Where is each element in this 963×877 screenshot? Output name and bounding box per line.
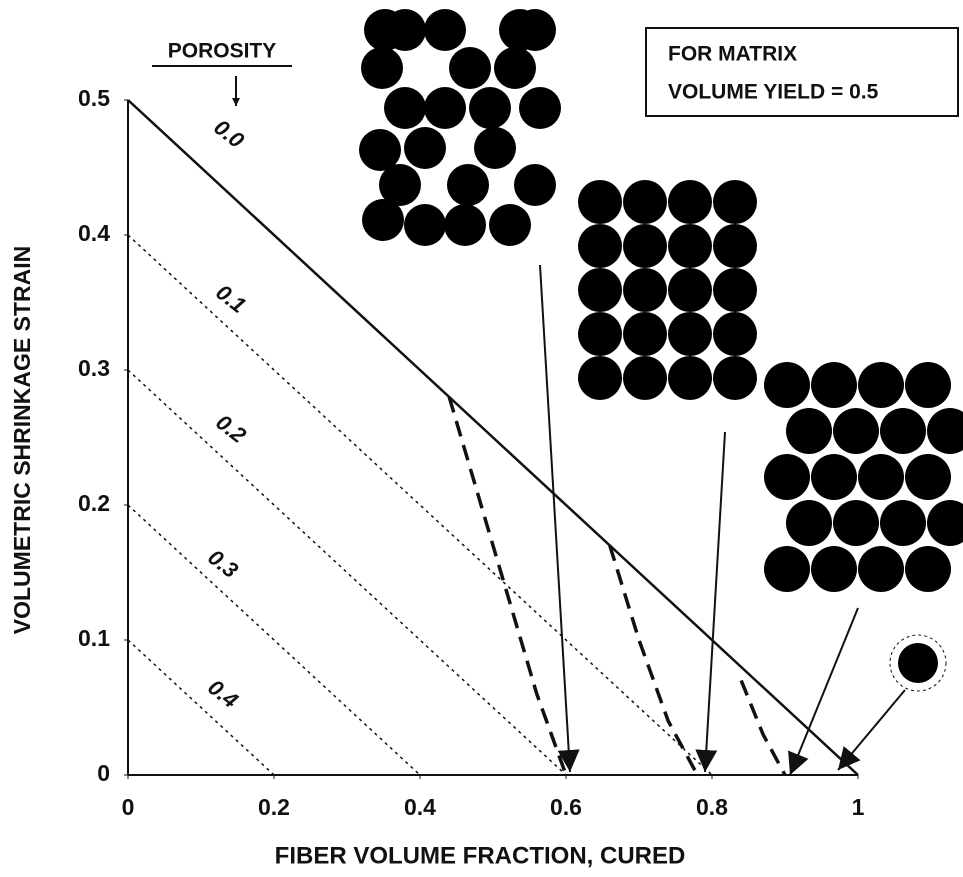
fiber — [668, 312, 712, 356]
fiber — [786, 408, 832, 454]
fiber — [858, 546, 904, 592]
fiber — [786, 500, 832, 546]
fiber — [424, 87, 466, 129]
porosity-line-label: 0.4 — [203, 674, 242, 713]
fiber — [474, 127, 516, 169]
porosity-line-label: 0.1 — [211, 279, 250, 318]
fiber — [713, 224, 757, 268]
series-line — [610, 546, 698, 776]
fiber — [713, 268, 757, 312]
x-tick-label: 0.8 — [696, 794, 728, 820]
fiber — [713, 312, 757, 356]
note-line: VOLUME YIELD = 0.5 — [668, 81, 879, 104]
series-line — [128, 505, 420, 775]
fiber — [379, 164, 421, 206]
fiber — [623, 180, 667, 224]
y-axis-title: VOLUMETRIC SHRINKAGE STRAIN — [9, 246, 35, 634]
fiber — [764, 454, 810, 500]
series-line — [449, 397, 566, 775]
pointer-arrow — [790, 608, 858, 775]
y-tick-label: 0.5 — [78, 85, 110, 111]
fiber — [578, 268, 622, 312]
fiber-packing-illustrations — [359, 9, 963, 691]
fiber — [668, 268, 712, 312]
fiber — [880, 408, 926, 454]
note-line: FOR MATRIX — [668, 43, 797, 66]
fiber — [364, 9, 406, 51]
fiber — [514, 164, 556, 206]
x-tick-label: 0.2 — [258, 794, 290, 820]
fiber — [811, 454, 857, 500]
fiber — [623, 224, 667, 268]
fiber — [494, 47, 536, 89]
series-line — [128, 640, 274, 775]
y-tick-label: 0.2 — [78, 490, 110, 516]
fiber — [444, 204, 486, 246]
y-tick-label: 0.1 — [78, 625, 110, 651]
x-tick-label: 0.4 — [404, 794, 436, 820]
fiber — [905, 362, 951, 408]
porosity-line-label: 0.2 — [211, 409, 251, 448]
fiber — [927, 500, 963, 546]
fiber — [361, 47, 403, 89]
fiber — [713, 180, 757, 224]
pointer-arrow — [705, 432, 725, 772]
fiber — [623, 356, 667, 400]
fiber — [833, 500, 879, 546]
x-axis-title: FIBER VOLUME FRACTION, CURED — [275, 842, 686, 869]
fiber — [469, 87, 511, 129]
y-tick-label: 0 — [97, 760, 110, 786]
pointer-arrow — [838, 690, 905, 770]
fiber — [668, 224, 712, 268]
porosity-label: POROSITY — [168, 40, 277, 63]
fiber — [404, 204, 446, 246]
fiber — [833, 408, 879, 454]
fiber — [578, 180, 622, 224]
series-line — [741, 681, 785, 776]
fiber — [927, 408, 963, 454]
fiber — [668, 180, 712, 224]
porosity-line-label: 0.0 — [209, 114, 249, 153]
y-tick-label: 0.3 — [78, 355, 110, 381]
fiber — [905, 546, 951, 592]
x-tick-label: 1 — [852, 794, 865, 820]
fiber — [811, 362, 857, 408]
fiber — [623, 312, 667, 356]
fiber — [668, 356, 712, 400]
x-tick-label: 0.6 — [550, 794, 582, 820]
fiber — [713, 356, 757, 400]
fiber — [449, 47, 491, 89]
fiber — [764, 362, 810, 408]
fiber — [578, 356, 622, 400]
fiber — [404, 127, 446, 169]
chart: POROSITY FOR MATRIX VOLUME YIELD = 0.5 F… — [0, 0, 963, 877]
fiber — [514, 9, 556, 51]
fiber — [447, 164, 489, 206]
fiber — [424, 9, 466, 51]
fiber — [811, 546, 857, 592]
fiber — [519, 87, 561, 129]
fiber — [623, 268, 667, 312]
fiber — [384, 87, 426, 129]
fiber — [489, 204, 531, 246]
y-tick-label: 0.4 — [78, 220, 110, 246]
fiber — [578, 224, 622, 268]
fiber — [578, 312, 622, 356]
fiber — [905, 454, 951, 500]
x-tick-label: 0 — [122, 794, 135, 820]
fiber — [898, 643, 938, 683]
fiber — [764, 546, 810, 592]
fiber — [858, 362, 904, 408]
fiber — [858, 454, 904, 500]
pointer-arrow — [540, 265, 570, 772]
fiber — [880, 500, 926, 546]
porosity-line-label: 0.3 — [203, 544, 242, 583]
